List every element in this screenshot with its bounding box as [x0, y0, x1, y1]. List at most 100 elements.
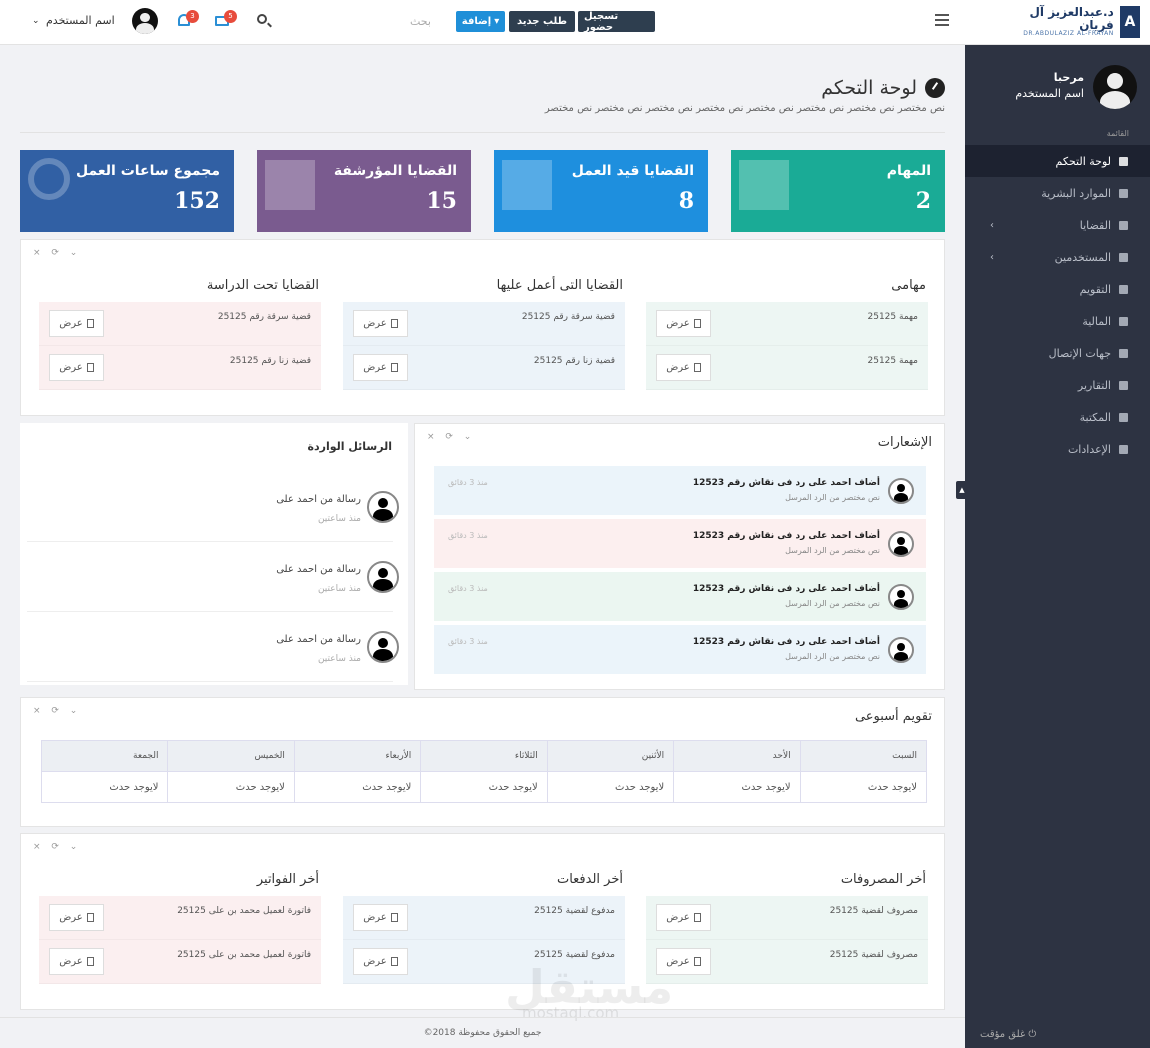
notification-title: أضاف احمد على رد فى نقاش رقم 12523	[692, 637, 880, 647]
view-button[interactable]: عرض	[49, 354, 104, 381]
calendar-title: تقويم أسبوعى	[854, 709, 932, 724]
avatar	[1093, 65, 1137, 109]
stat-card[interactable]: المهام 2	[731, 150, 945, 232]
add-dropdown-button[interactable]: إضافة ▾	[456, 11, 505, 32]
notification-item[interactable]: أضاف احمد على رد فى نقاش رقم 12523 نص مخت…	[434, 625, 926, 674]
day-cell[interactable]: لايوجد حدث	[293, 771, 422, 803]
grid-icon	[1119, 348, 1128, 358]
list-item: مصروف لقضية 25125 عرض	[646, 896, 928, 940]
avatar	[367, 561, 399, 593]
view-button[interactable]: عرض	[49, 310, 104, 337]
money-icon	[1119, 316, 1128, 326]
page-subtitle: نص مختصر نص مختصر نص مختصر نص مختصر نص م…	[544, 103, 945, 114]
document-icon	[693, 363, 701, 372]
day-cell[interactable]: لايوجد حدث	[167, 771, 295, 803]
document-icon	[86, 363, 94, 372]
day-header: الأحد	[673, 740, 801, 772]
sidebar-item-2[interactable]: ‹ القضايا	[965, 209, 1150, 241]
list-item: قضية سرقة رقم 25125 عرض	[39, 302, 321, 346]
document-icon	[390, 957, 398, 966]
sidebar-menu: لوحة التحكم الموارد البشرية ‹ القضايا ‹ المست…	[965, 145, 1150, 465]
stat-card[interactable]: مجموع ساعات العمل 152	[20, 150, 234, 232]
panel-tools[interactable]: × ⟳ ⌄	[33, 248, 82, 258]
sidebar-item-label: التقويم	[1079, 282, 1111, 296]
lock-button[interactable]: غلق مؤقت ⏻	[980, 1029, 1037, 1040]
chevron-left-icon: ‹	[990, 251, 994, 263]
view-button[interactable]: عرض	[49, 904, 104, 931]
day-cell[interactable]: لايوجد حدث	[420, 771, 548, 803]
home-icon	[1119, 156, 1128, 166]
collapse-handle[interactable]: ▲	[956, 481, 968, 499]
view-button[interactable]: عرض	[353, 310, 408, 337]
list: فاتورة لعميل محمد بن على 25125 عرض فاتورة …	[39, 896, 321, 984]
view-label: عرض	[59, 362, 83, 373]
sidebar-item-8[interactable]: المكتبة	[965, 401, 1150, 433]
sidebar-user-name: اسم المستخدم	[1015, 87, 1084, 100]
sidebar-item-1[interactable]: الموارد البشرية	[965, 177, 1150, 209]
mail-count-badge: 5	[224, 10, 237, 23]
notification-item[interactable]: أضاف احمد على رد فى نقاش رقم 12523 نص مخت…	[434, 466, 926, 515]
panel-tools[interactable]: × ⟳ ⌄	[427, 432, 476, 442]
sidebar-item-9[interactable]: الإعدادات	[965, 433, 1150, 465]
finance-panel: × ⟳ ⌄ أخر المصروفات مصروف لقضية 25125 عرض م…	[20, 833, 945, 1010]
list-item: فاتورة لعميل محمد بن على 25125 عرض	[39, 896, 321, 940]
notification-title: أضاف احمد على رد فى نقاش رقم 12523	[692, 584, 880, 594]
column-title: أخر المصروفات	[840, 872, 926, 887]
chevron-down-icon[interactable]: ⌄	[32, 16, 40, 26]
stat-value: 152	[174, 188, 220, 214]
item-text: مدفوع لقضية 25125	[534, 906, 615, 916]
notification-item[interactable]: أضاف احمد على رد فى نقاش رقم 12523 نص مخت…	[434, 519, 926, 568]
sidebar-item-4[interactable]: التقويم	[965, 273, 1150, 305]
view-button[interactable]: عرض	[656, 904, 711, 931]
day-header: الجمعة	[40, 740, 169, 772]
view-button[interactable]: عرض	[49, 948, 104, 975]
attendance-button[interactable]: تسجيل حضور	[578, 11, 655, 33]
stat-card[interactable]: القضايا المؤرشفة 15	[257, 150, 471, 232]
view-button[interactable]: عرض	[656, 948, 711, 975]
message-item[interactable]: رسالة من احمد على منذ ساعتين	[27, 543, 399, 612]
view-button[interactable]: عرض	[353, 904, 408, 931]
day-header: الأربعاء	[293, 740, 422, 772]
stat-card[interactable]: القضايا قيد العمل 8	[494, 150, 708, 232]
message-item[interactable]: رسالة من احمد على منذ ساعتين	[27, 613, 399, 682]
item-text: فاتورة لعميل محمد بن على 25125	[177, 950, 311, 960]
view-button[interactable]: عرض	[656, 310, 711, 337]
new-request-button[interactable]: طلب جديد	[509, 11, 575, 32]
user-menu[interactable]: اسم المستخدم	[46, 14, 115, 27]
view-button[interactable]: عرض	[353, 948, 408, 975]
view-label: عرض	[666, 362, 690, 373]
sidebar-item-5[interactable]: المالية	[965, 305, 1150, 337]
day-cell[interactable]: لايوجد حدث	[799, 771, 928, 803]
panel-tools[interactable]: × ⟳ ⌄	[33, 706, 82, 716]
day-cell[interactable]: لايوجد حدث	[546, 771, 675, 803]
view-label: عرض	[59, 912, 83, 923]
notification-title: أضاف احمد على رد فى نقاش رقم 12523	[692, 531, 880, 541]
sidebar-item-label: القضايا	[1079, 218, 1111, 232]
sidebar-item-6[interactable]: جهات الإتصال	[965, 337, 1150, 369]
document-icon	[693, 319, 701, 328]
users-icon	[1119, 252, 1128, 262]
stat-value: 2	[915, 188, 931, 214]
message-text: رسالة من احمد على	[276, 564, 361, 575]
menu-toggle-icon[interactable]	[935, 14, 949, 26]
panel-tools[interactable]: × ⟳ ⌄	[33, 842, 82, 852]
view-button[interactable]: عرض	[353, 354, 408, 381]
day-cell[interactable]: لايوجد حدث	[673, 771, 801, 803]
chevron-left-icon: ‹	[990, 219, 994, 231]
sidebar-item-label: المستخدمين	[1054, 250, 1111, 264]
message-item[interactable]: رسالة من احمد على منذ ساعتين	[27, 473, 399, 542]
view-label: عرض	[666, 956, 690, 967]
avatar[interactable]	[132, 8, 158, 34]
sidebar-item-3[interactable]: ‹ المستخدمين	[965, 241, 1150, 273]
notification-item[interactable]: أضاف احمد على رد فى نقاش رقم 12523 نص مخت…	[434, 572, 926, 621]
sidebar-item-7[interactable]: التقارير	[965, 369, 1150, 401]
item-text: مدفوع لقضية 25125	[534, 950, 615, 960]
search-input[interactable]: بحث	[410, 15, 431, 28]
search-icon[interactable]	[257, 14, 267, 24]
item-text: مهمة 25125	[867, 356, 919, 366]
view-button[interactable]: عرض	[656, 354, 711, 381]
sidebar-item-0[interactable]: لوحة التحكم	[965, 145, 1150, 177]
day-cell[interactable]: لايوجد حدث	[40, 771, 169, 803]
divider	[20, 132, 945, 133]
logo[interactable]: د.عبدالعزيز آل فريان DR.ABDULAZIZ AL-FRA…	[1010, 5, 1140, 39]
